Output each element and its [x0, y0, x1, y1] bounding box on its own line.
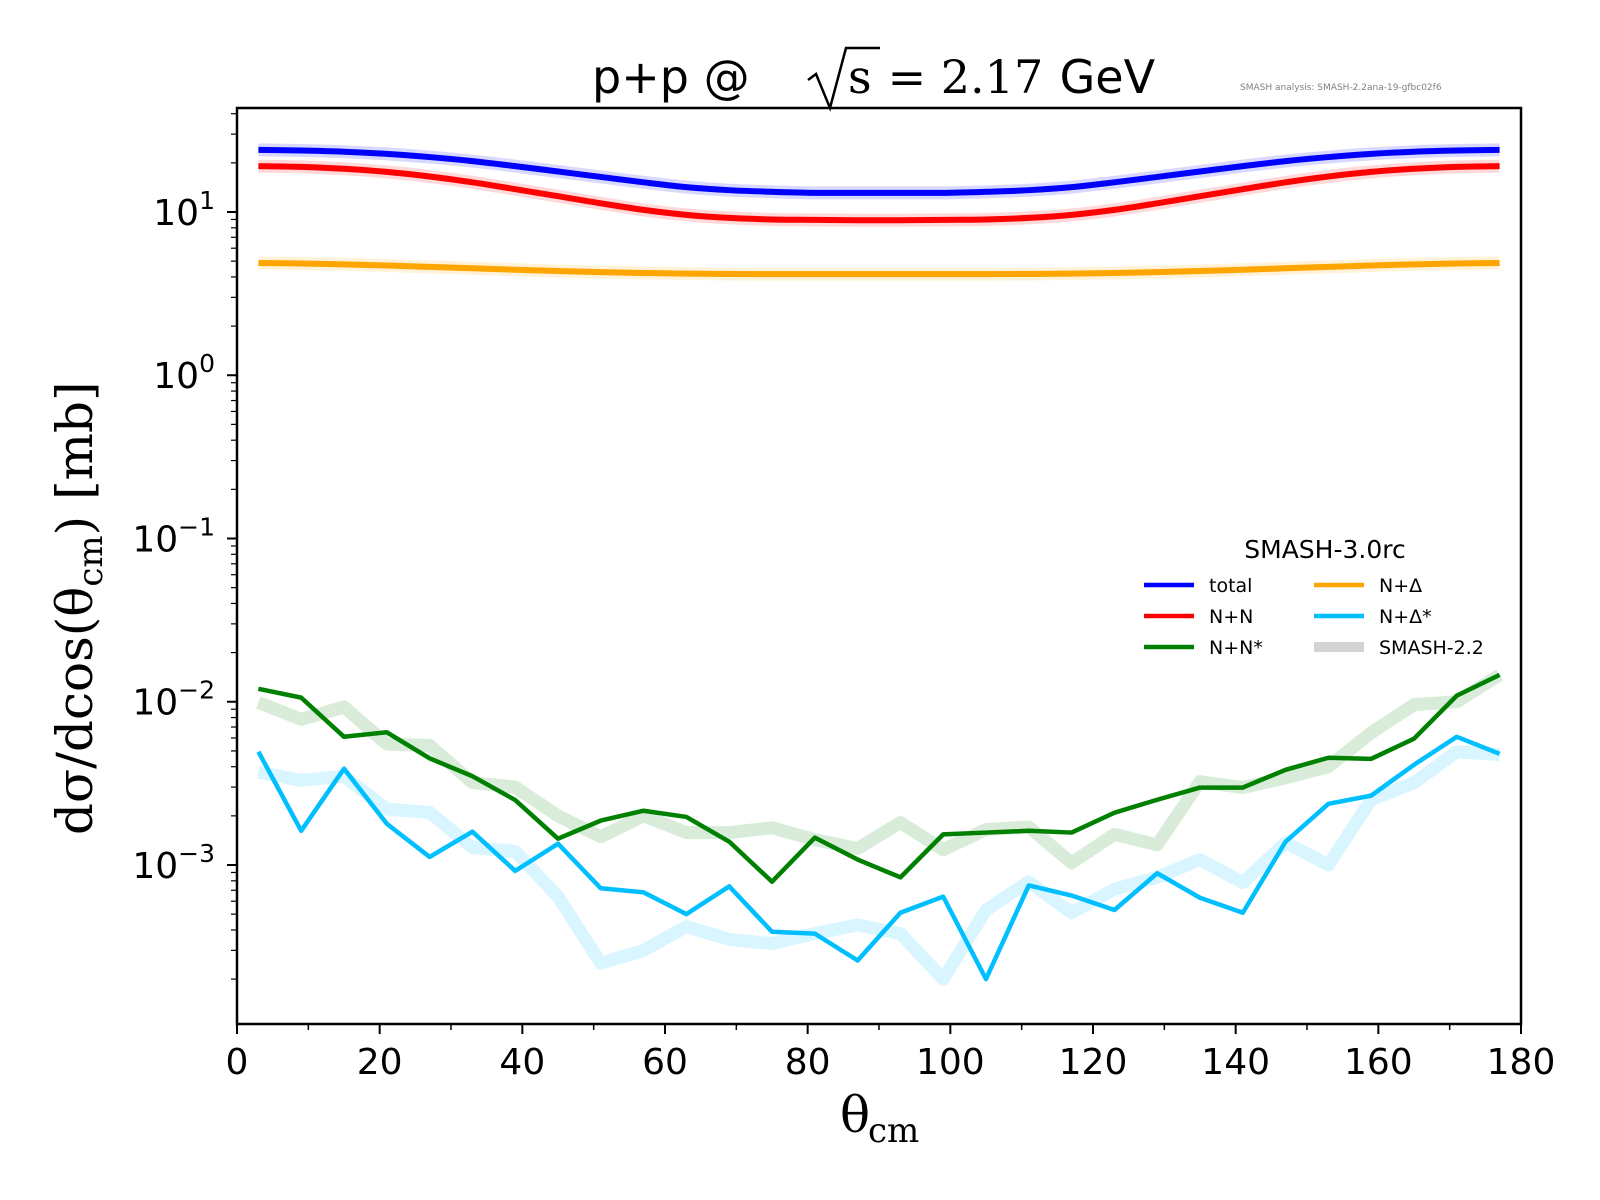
y-tick-exponent: −3 — [178, 839, 215, 868]
svg-text:dσ/dcos(θcm) [mb]: dσ/dcos(θcm) [mb] — [46, 381, 111, 835]
legend-label-n-delta: N+Δ — [1379, 575, 1422, 597]
y-tick-exponent: 1 — [199, 186, 215, 215]
y-tick-label: 10−1 — [132, 512, 215, 560]
x-tick-label: 40 — [499, 1042, 545, 1083]
legend: SMASH-3.0rc total N+N N+N* N+Δ N+Δ* SMASH-2.2 — [1144, 535, 1484, 659]
x-tick-label: 140 — [1201, 1042, 1270, 1083]
y-tick-exponent: −1 — [178, 512, 215, 541]
series-line-n-n — [258, 163, 1500, 224]
legend-label-n-n-star: N+N* — [1209, 637, 1263, 659]
y-tick-exponent: −2 — [178, 676, 215, 705]
plot-frame — [235, 106, 1523, 1026]
series-line-n-delta-star-smash22 — [257, 745, 1501, 986]
chart-title: p+p @ s = 2.17 GeV — [592, 46, 1156, 112]
y-tick-base: 10 — [132, 846, 178, 887]
title-unit: GeV — [1045, 50, 1156, 104]
legend-title: SMASH-3.0rc — [1244, 535, 1405, 564]
x-axis-label-main: θ — [840, 1086, 870, 1144]
x-tick-label: 100 — [916, 1042, 985, 1083]
x-axis-label: θ cm — [840, 1086, 919, 1151]
legend-label-n-delta-star: N+Δ* — [1379, 606, 1432, 628]
y-tick-base: 10 — [153, 193, 199, 234]
legend-label-n-n: N+N — [1209, 606, 1253, 628]
x-tick-label: 80 — [785, 1042, 831, 1083]
x-tick-label: 180 — [1487, 1042, 1556, 1083]
y-axis-label-sub: cm — [71, 535, 111, 586]
x-tick-label: 160 — [1344, 1042, 1413, 1083]
y-tick-label: 10−3 — [132, 839, 215, 887]
y-axis-label-suffix: ) [mb] — [46, 381, 104, 535]
title-equals-value: = 2.17 — [873, 50, 1043, 104]
legend-label-total: total — [1209, 575, 1252, 597]
x-tick-label: 0 — [226, 1042, 249, 1083]
series-line-n-delta-star — [256, 734, 1501, 982]
x-axis: 0 20 40 60 80 100 120 140 160 180 — [226, 1024, 1556, 1083]
x-axis-label-sub: cm — [868, 1111, 919, 1151]
y-axis-label-main: dσ/dcos(θ — [46, 587, 104, 835]
series-line-n-delta — [258, 260, 1500, 278]
title-prefix: p+p @ — [592, 50, 764, 104]
y-tick-label: 100 — [153, 349, 215, 397]
y-axis-label: dσ/dcos(θcm) [mb] — [46, 381, 111, 835]
y-tick-label: 101 — [153, 186, 215, 234]
x-tick-label: 60 — [642, 1042, 688, 1083]
y-tick-exponent: 0 — [199, 349, 215, 378]
series-line-n-n-star — [257, 672, 1501, 884]
series-line-total — [258, 146, 1500, 196]
y-tick-base: 10 — [132, 683, 178, 724]
series-line-n-n-star-smash22 — [256, 669, 1504, 870]
title-sqrt-arg: s — [848, 50, 872, 104]
y-tick-label: 10−2 — [132, 676, 215, 724]
y-tick-base: 10 — [132, 519, 178, 560]
analysis-annotation: SMASH analysis: SMASH-2.2ana-19-gfbc02f6 — [1240, 83, 1442, 93]
legend-label-smash-22: SMASH-2.2 — [1379, 637, 1484, 659]
y-tick-base: 10 — [153, 356, 199, 397]
smash30-series-group — [256, 146, 1501, 982]
x-tick-label: 20 — [357, 1042, 403, 1083]
x-tick-label: 120 — [1059, 1042, 1128, 1083]
